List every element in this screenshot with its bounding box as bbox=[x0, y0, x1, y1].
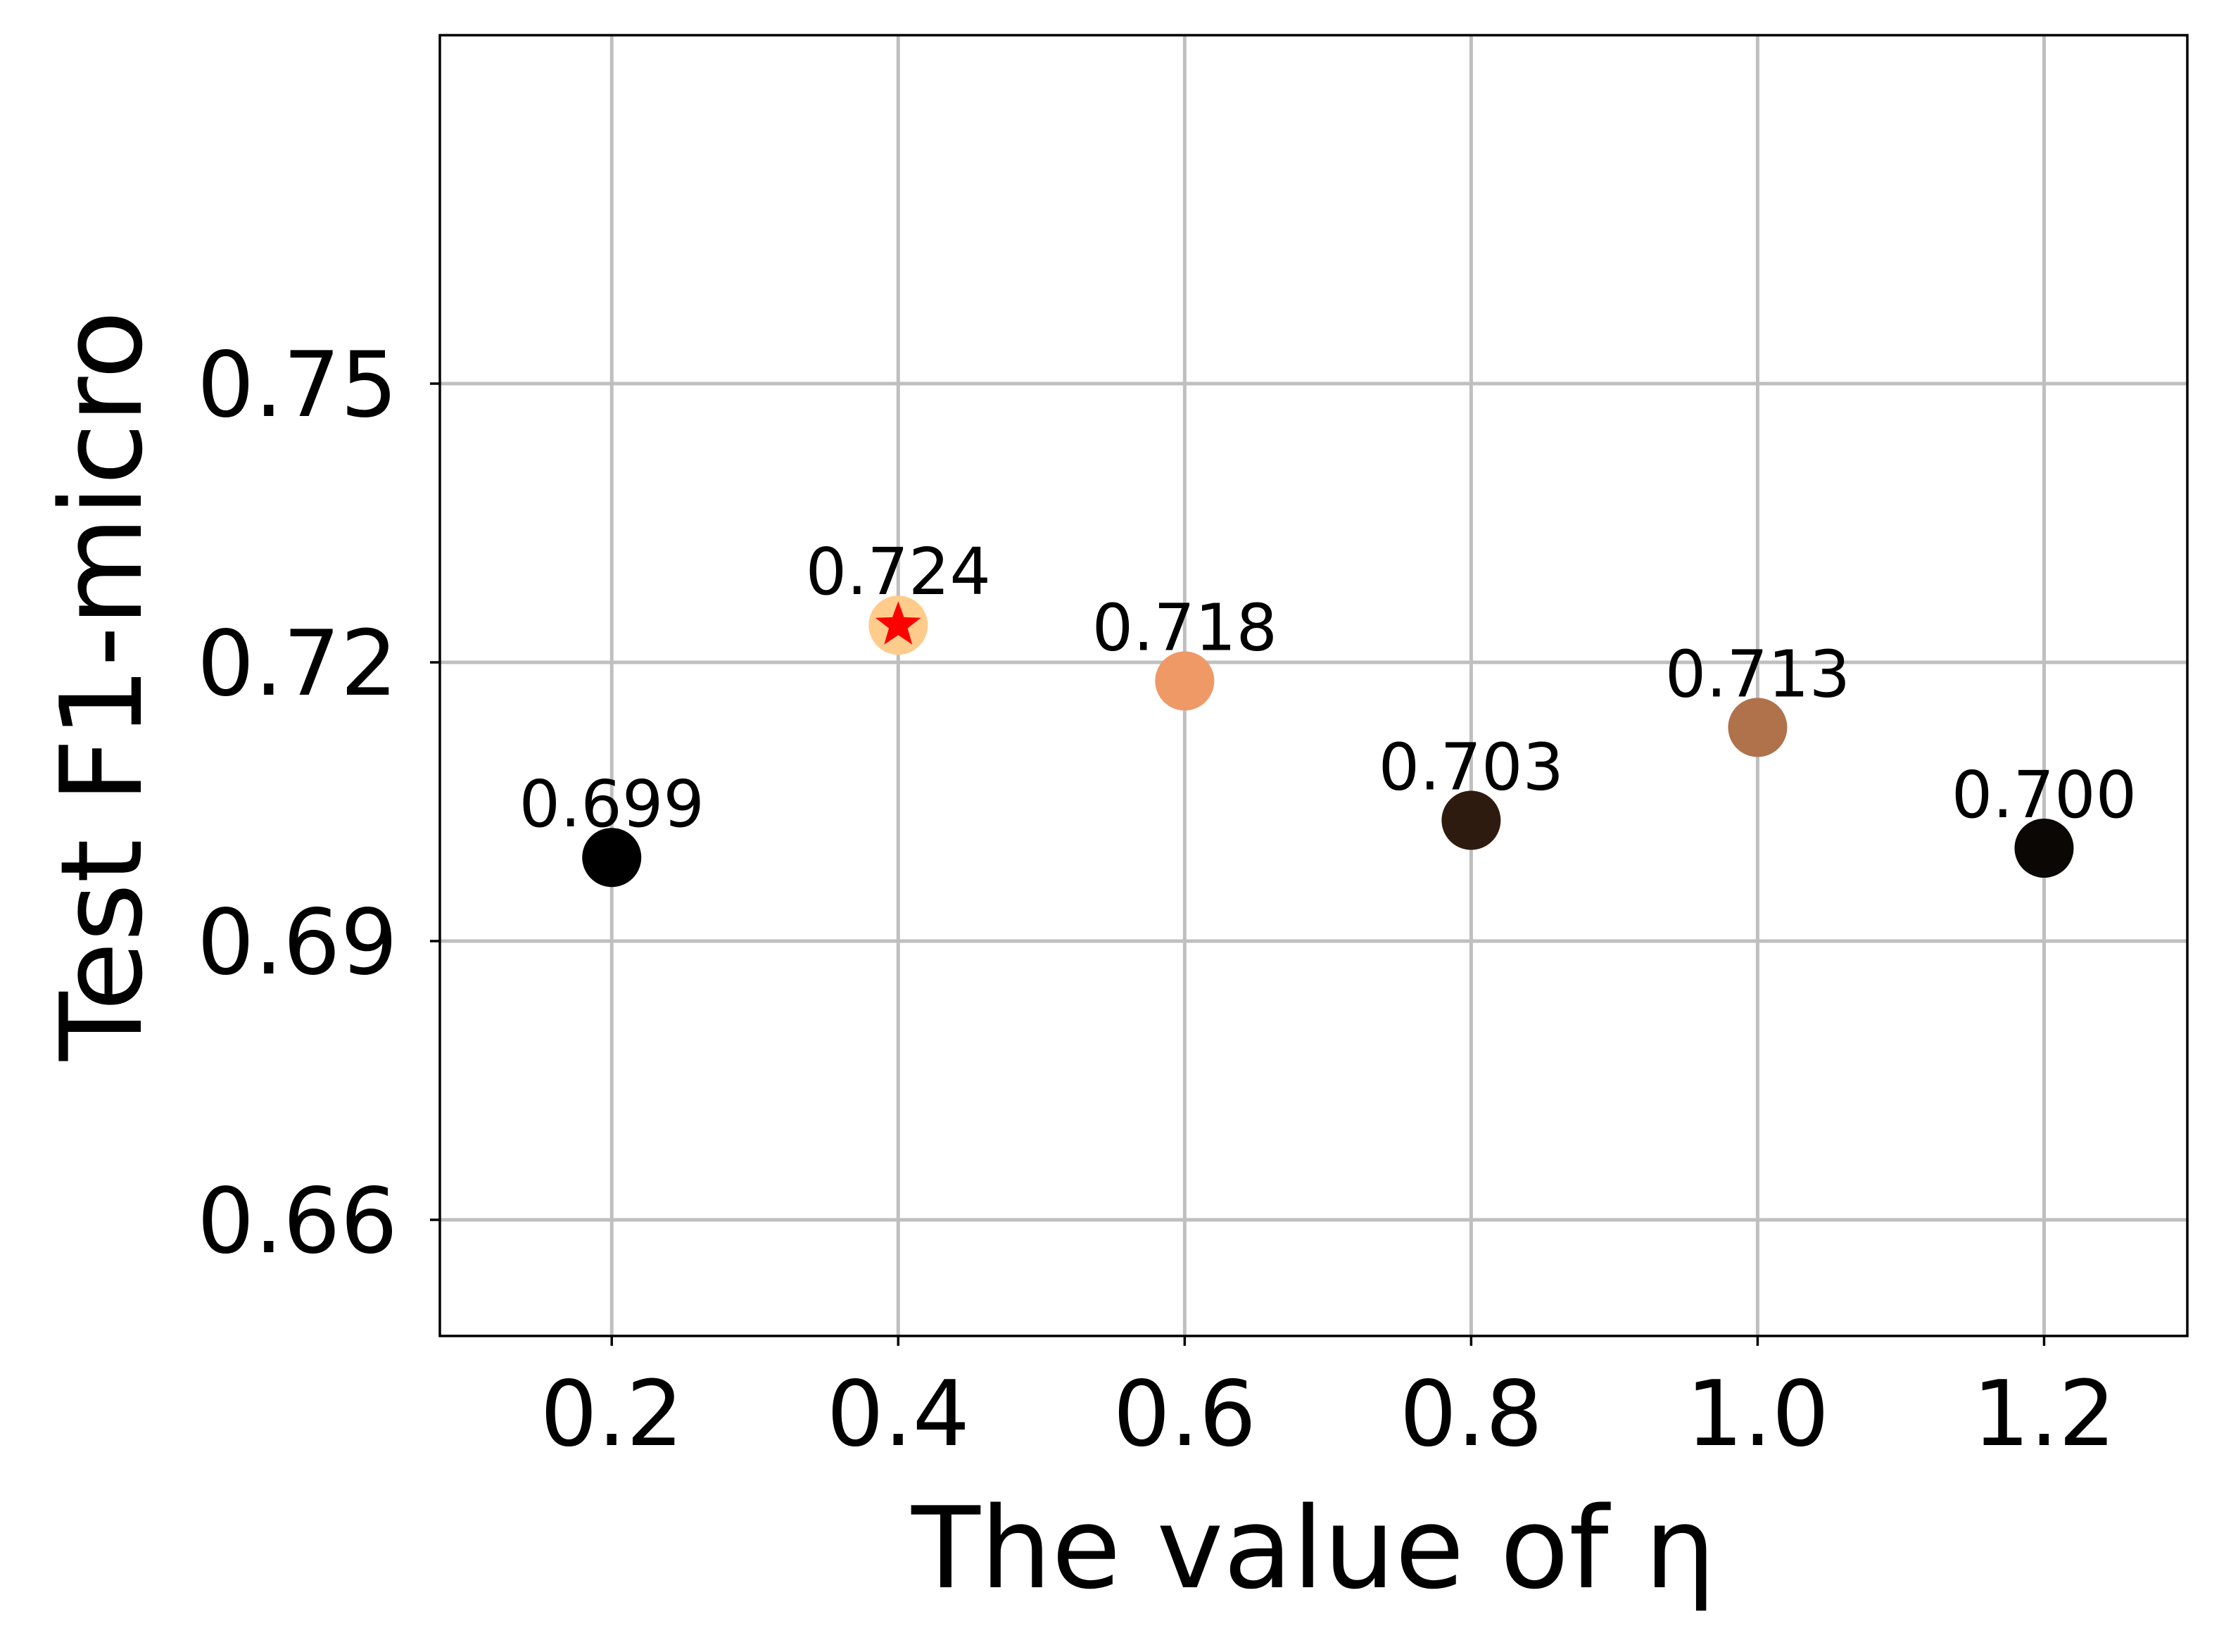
x-tick-label: 1.0 bbox=[1686, 1362, 1830, 1467]
x-tick-label: 0.8 bbox=[1400, 1362, 1543, 1467]
data-point bbox=[582, 828, 642, 888]
data-value-label: 0.718 bbox=[1092, 590, 1277, 665]
data-point bbox=[1155, 651, 1215, 711]
plot-area-frame bbox=[438, 34, 2189, 1337]
y-tick-label: 0.69 bbox=[197, 890, 398, 995]
data-value-label: 0.700 bbox=[1952, 757, 2137, 833]
data-value-label: 0.713 bbox=[1665, 636, 1850, 712]
data-points bbox=[582, 595, 2074, 888]
data-value-label: 0.724 bbox=[806, 534, 991, 610]
x-tick-label: 0.6 bbox=[1113, 1362, 1257, 1467]
data-point bbox=[1441, 790, 1501, 850]
y-tick-label: 0.66 bbox=[197, 1169, 398, 1274]
x-axis-title: The value of η bbox=[911, 1482, 1716, 1614]
y-axis-title: Test F1-micro bbox=[36, 310, 167, 1061]
data-point bbox=[2014, 819, 2074, 878]
data-point bbox=[1728, 698, 1788, 757]
x-tick-label: 0.2 bbox=[540, 1362, 683, 1467]
data-labels: 0.699 0.724 0.718 0.703 0.713 0.700 bbox=[519, 534, 2137, 842]
grid bbox=[440, 35, 2187, 1336]
ticks: 0.2 0.4 0.6 0.8 1.0 1.2 0.66 0.69 0.72 0.75 bbox=[197, 333, 2116, 1467]
data-value-label: 0.703 bbox=[1379, 729, 1564, 805]
x-tick-label: 0.4 bbox=[826, 1362, 970, 1467]
best-value-star-icon bbox=[875, 601, 921, 645]
y-tick-label: 0.75 bbox=[197, 333, 398, 438]
x-tick-label: 1.2 bbox=[1973, 1362, 2116, 1467]
y-tick-label: 0.72 bbox=[197, 612, 398, 717]
data-value-label: 0.699 bbox=[519, 767, 704, 842]
